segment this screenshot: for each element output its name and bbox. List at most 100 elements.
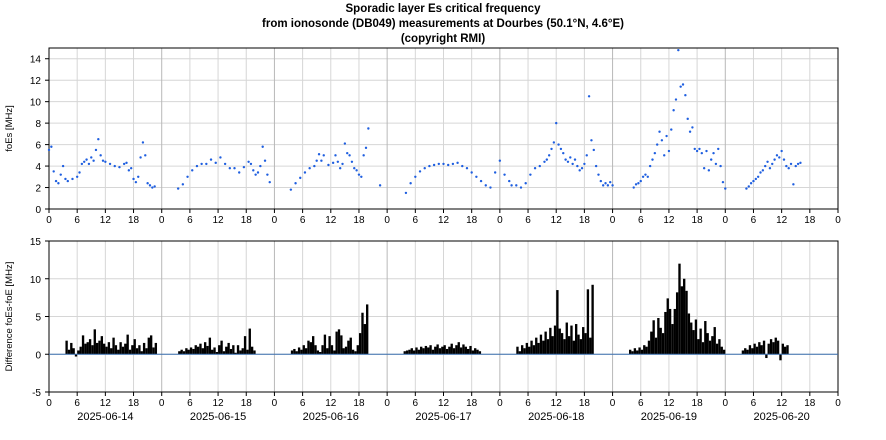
foes-data-point bbox=[219, 156, 222, 159]
foes-data-point bbox=[125, 161, 128, 165]
date-label: 2025-06-15 bbox=[190, 411, 246, 423]
foes-data-point bbox=[409, 182, 412, 185]
difference-bar bbox=[668, 308, 672, 355]
top-x-tick-label: 6 bbox=[300, 215, 306, 226]
difference-bar bbox=[196, 346, 200, 355]
foes-data-point bbox=[261, 145, 264, 148]
foes-data-point bbox=[348, 154, 351, 157]
difference-bar bbox=[319, 351, 322, 355]
top-x-tick-label: 12 bbox=[663, 215, 675, 226]
bottom-x-tick-label: 6 bbox=[300, 398, 306, 409]
bottom-x-tick-label: 12 bbox=[776, 398, 788, 409]
difference-bar bbox=[326, 348, 329, 355]
foes-data-point bbox=[571, 162, 574, 166]
difference-bar bbox=[678, 263, 681, 355]
top-x-tick-label: 18 bbox=[353, 215, 365, 226]
difference-bar bbox=[412, 350, 416, 355]
difference-bar bbox=[88, 339, 92, 355]
difference-bar bbox=[187, 349, 190, 355]
foes-data-point bbox=[749, 182, 753, 185]
foes-data-point bbox=[338, 167, 342, 170]
foes-data-point bbox=[555, 121, 558, 125]
foes-data-point bbox=[653, 151, 657, 155]
difference-bar bbox=[722, 349, 726, 355]
difference-bar bbox=[422, 348, 425, 355]
difference-bar bbox=[133, 339, 136, 355]
difference-bar bbox=[110, 348, 113, 355]
difference-bar bbox=[77, 350, 80, 355]
foes-data-point bbox=[684, 94, 687, 97]
difference-bar bbox=[347, 340, 350, 355]
difference-bar bbox=[563, 339, 566, 355]
difference-bar bbox=[424, 345, 428, 355]
foes-data-point bbox=[92, 159, 95, 162]
foes-data-point bbox=[59, 173, 62, 176]
foes-data-point bbox=[557, 143, 560, 146]
foes-data-point bbox=[367, 127, 370, 130]
difference-bar bbox=[427, 347, 430, 355]
difference-bar bbox=[213, 347, 216, 355]
difference-bar bbox=[152, 347, 155, 355]
difference-bar bbox=[779, 354, 782, 361]
foes-data-point bbox=[677, 48, 680, 52]
difference-bar bbox=[95, 342, 99, 355]
difference-bar bbox=[312, 336, 315, 355]
foes-data-point bbox=[268, 180, 271, 184]
difference-bar bbox=[516, 346, 519, 355]
difference-bar bbox=[654, 337, 658, 355]
difference-bar bbox=[79, 346, 82, 355]
difference-bar bbox=[180, 349, 183, 355]
foes-data-point bbox=[437, 162, 441, 166]
top-x-tick-label: 0 bbox=[497, 215, 503, 226]
difference-bar bbox=[629, 349, 632, 355]
difference-bar bbox=[767, 343, 770, 355]
difference-bar bbox=[408, 349, 411, 355]
foes-data-point bbox=[707, 169, 711, 172]
foes-data-point bbox=[792, 183, 795, 186]
difference-bar bbox=[694, 319, 698, 355]
difference-bar bbox=[114, 345, 118, 355]
foes-data-point bbox=[148, 184, 152, 187]
foes-data-point bbox=[228, 167, 232, 170]
difference-bar bbox=[690, 322, 693, 355]
foes-data-point bbox=[529, 173, 532, 176]
foes-data-point bbox=[745, 187, 748, 190]
top-x-tick-label: 6 bbox=[413, 215, 419, 226]
bottom-x-tick-label: 18 bbox=[353, 398, 365, 409]
difference-bar bbox=[194, 345, 197, 355]
difference-bar bbox=[708, 340, 712, 355]
foes-data-point bbox=[709, 158, 713, 161]
difference-bar bbox=[539, 334, 543, 355]
foes-data-point bbox=[670, 128, 673, 131]
difference-bar bbox=[67, 349, 71, 355]
difference-bar bbox=[358, 333, 362, 355]
foes-data-point bbox=[475, 175, 478, 178]
foes-data-point bbox=[747, 185, 750, 188]
difference-bar bbox=[715, 343, 719, 355]
foes-data-point bbox=[446, 163, 450, 167]
foes-data-point bbox=[498, 159, 502, 162]
difference-bar bbox=[211, 349, 214, 355]
foes-data-point bbox=[634, 183, 638, 186]
foes-data-point bbox=[484, 184, 487, 187]
foes-data-point bbox=[766, 160, 769, 163]
foes-data-point bbox=[362, 154, 365, 157]
difference-bar bbox=[149, 335, 153, 355]
foes-data-point bbox=[573, 158, 577, 161]
difference-panel: -5 0 5 10 15 0 6 12 18 0 6 12 18 0 6 12 18 0 6 12 18 0 6 12 18 0 6… bbox=[4, 237, 841, 423]
top-x-tick-label: 18 bbox=[804, 215, 816, 226]
foes-data-point bbox=[771, 162, 774, 166]
top-x-tick-label: 18 bbox=[579, 215, 591, 226]
foes-data-point bbox=[637, 182, 640, 185]
difference-bar bbox=[786, 345, 789, 355]
foes-data-point bbox=[569, 156, 572, 159]
difference-bar bbox=[342, 348, 345, 355]
foes-data-point bbox=[674, 98, 678, 101]
difference-bar bbox=[199, 343, 202, 355]
difference-bar bbox=[354, 351, 357, 355]
difference-bar bbox=[589, 337, 592, 355]
difference-bar bbox=[304, 348, 308, 355]
difference-bar bbox=[713, 327, 716, 355]
difference-bar bbox=[746, 349, 749, 355]
difference-bar bbox=[142, 342, 146, 355]
